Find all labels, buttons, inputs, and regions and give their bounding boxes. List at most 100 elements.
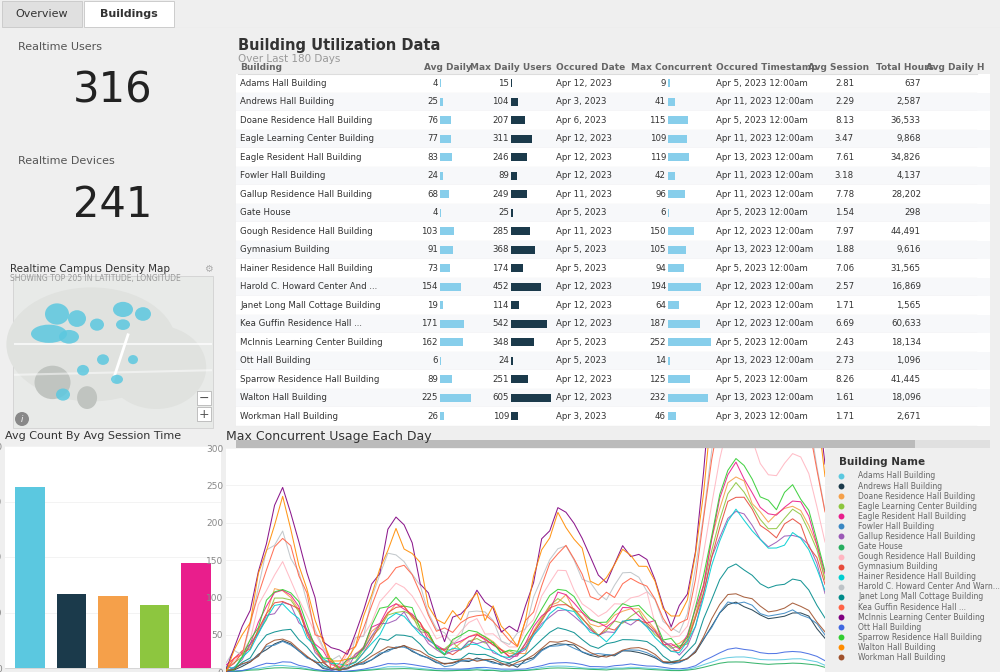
Bar (236, 440, 990, 448)
Bar (440, 246, 453, 254)
Text: Gallup Residence Hall Building: Gallup Residence Hall Building (858, 532, 976, 541)
Bar (236, 241, 990, 259)
Text: 125: 125 (650, 375, 666, 384)
Text: 41: 41 (655, 97, 666, 106)
Text: Apr 5, 2023 12:00am: Apr 5, 2023 12:00am (716, 79, 808, 88)
Text: 46: 46 (655, 412, 666, 421)
Text: 60,633: 60,633 (891, 319, 921, 328)
Bar (236, 130, 990, 148)
Text: 311: 311 (492, 134, 509, 143)
Bar (511, 357, 513, 365)
Text: 1,096: 1,096 (896, 356, 921, 366)
Bar (511, 301, 519, 309)
Text: 251: 251 (492, 375, 509, 384)
Text: 34,826: 34,826 (891, 153, 921, 162)
Text: 9: 9 (661, 79, 666, 88)
Text: Apr 12, 2023 12:00am: Apr 12, 2023 12:00am (716, 301, 813, 310)
Text: 89: 89 (427, 375, 438, 384)
Text: 18,096: 18,096 (891, 393, 921, 403)
Bar (511, 264, 523, 272)
Text: 207: 207 (492, 116, 509, 125)
Text: Sparrow Residence Hall Building: Sparrow Residence Hall Building (858, 633, 982, 642)
Text: 8.26: 8.26 (835, 375, 854, 384)
Text: 6: 6 (432, 356, 438, 366)
Point (833, 601, 849, 612)
Bar (236, 148, 990, 167)
Point (833, 511, 849, 521)
Text: 9,868: 9,868 (896, 134, 921, 143)
Point (833, 501, 849, 511)
Text: Max Concurrent Usage Each Day: Max Concurrent Usage Each Day (226, 429, 432, 443)
Bar (668, 209, 669, 217)
Text: 77: 77 (427, 134, 438, 143)
Text: 25: 25 (427, 97, 438, 106)
Text: 3.47: 3.47 (835, 134, 854, 143)
Bar (668, 190, 685, 198)
Text: 26: 26 (427, 412, 438, 421)
Text: Occured Timestamp: Occured Timestamp (716, 63, 818, 72)
Text: Eagle Resident Hall Building: Eagle Resident Hall Building (858, 512, 966, 521)
Text: Apr 5, 2023 12:00am: Apr 5, 2023 12:00am (716, 116, 808, 125)
Text: 298: 298 (905, 208, 921, 217)
Text: Apr 3, 2023: Apr 3, 2023 (556, 97, 606, 106)
Point (833, 491, 849, 501)
Text: 68: 68 (427, 190, 438, 199)
Text: Apr 12, 2023: Apr 12, 2023 (556, 282, 612, 291)
Text: 41,445: 41,445 (891, 375, 921, 384)
Text: Apr 5, 2023: Apr 5, 2023 (556, 356, 606, 366)
Point (833, 612, 849, 622)
Text: Doane Residence Hall Building: Doane Residence Hall Building (240, 116, 372, 125)
Point (833, 480, 849, 491)
Bar (511, 97, 518, 106)
Text: Apr 13, 2023 12:00am: Apr 13, 2023 12:00am (716, 245, 813, 254)
Text: Fowler Hall Building: Fowler Hall Building (240, 171, 325, 180)
Ellipse shape (97, 354, 109, 365)
Text: Eagle Learning Center Building: Eagle Learning Center Building (240, 134, 374, 143)
Text: 368: 368 (492, 245, 509, 254)
Bar (668, 97, 675, 106)
Bar (668, 135, 687, 142)
Text: 24: 24 (427, 171, 438, 180)
Text: 6.69: 6.69 (835, 319, 854, 328)
Bar (511, 246, 535, 254)
Bar (440, 338, 463, 346)
Text: Total Hours: Total Hours (876, 63, 934, 72)
Point (833, 632, 849, 642)
Text: i: i (21, 415, 23, 423)
Bar (236, 407, 990, 425)
Text: Avg Daily: Avg Daily (424, 63, 472, 72)
Text: McInnis Learning Center Building: McInnis Learning Center Building (858, 613, 985, 622)
Text: 109: 109 (493, 412, 509, 421)
Text: 28,202: 28,202 (891, 190, 921, 199)
Ellipse shape (128, 355, 138, 364)
Text: Gough Residence Hall Building: Gough Residence Hall Building (858, 552, 976, 561)
Text: 225: 225 (422, 393, 438, 403)
Text: 18,134: 18,134 (891, 338, 921, 347)
Bar (440, 394, 471, 402)
Text: Apr 5, 2023: Apr 5, 2023 (556, 338, 606, 347)
Bar (236, 314, 990, 333)
Ellipse shape (106, 325, 206, 409)
Bar (440, 283, 461, 291)
Text: Max Daily Users: Max Daily Users (470, 63, 552, 72)
Text: McInnis Learning Center Building: McInnis Learning Center Building (240, 338, 383, 347)
Text: Kea Guffin Residence Hall ...: Kea Guffin Residence Hall ... (240, 319, 362, 328)
Point (833, 571, 849, 582)
Bar (668, 394, 708, 402)
Text: Gate House: Gate House (240, 208, 291, 217)
Text: 194: 194 (650, 282, 666, 291)
Text: Eagle Learning Center Building: Eagle Learning Center Building (858, 502, 977, 511)
Text: Realtime Users: Realtime Users (18, 42, 102, 52)
Bar (511, 283, 541, 291)
Text: Realtime Devices: Realtime Devices (18, 156, 115, 166)
Text: 452: 452 (492, 282, 509, 291)
Text: SHOWING TOP 205 IN LATITUDE, LONGITUDE: SHOWING TOP 205 IN LATITUDE, LONGITUDE (10, 274, 181, 283)
Ellipse shape (111, 375, 123, 384)
Point (833, 652, 849, 663)
Text: 7.06: 7.06 (835, 263, 854, 273)
Bar (440, 301, 443, 309)
Ellipse shape (90, 319, 104, 331)
Text: 3.18: 3.18 (835, 171, 854, 180)
Point (833, 622, 849, 632)
Text: Apr 11, 2023 12:00am: Apr 11, 2023 12:00am (716, 134, 813, 143)
